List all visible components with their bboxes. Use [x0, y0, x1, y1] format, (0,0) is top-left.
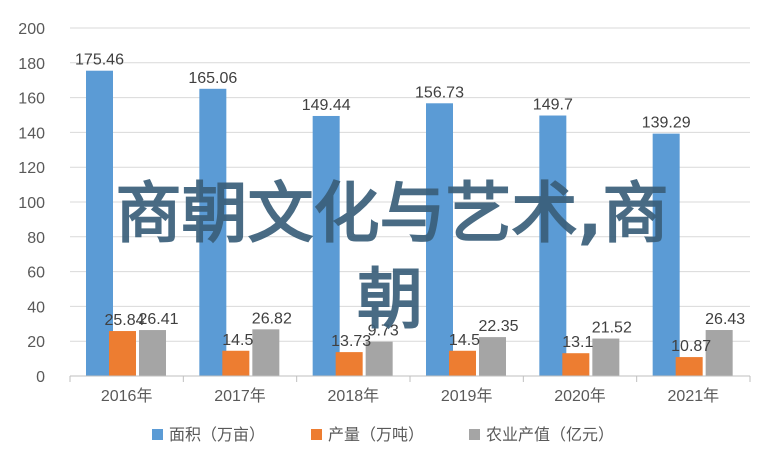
axes: 0 20 40 60 80 100 120 140 160 180 200 2016年 2017年 201…: [18, 21, 751, 405]
bar: [365, 341, 393, 376]
y-tick-label: 100: [18, 195, 45, 212]
legend-swatch: [311, 429, 322, 440]
bar: [675, 357, 703, 376]
bar: [562, 353, 590, 376]
bar: [652, 133, 680, 376]
data-label: 14.5: [222, 332, 253, 349]
y-tick-label: 20: [27, 334, 45, 351]
y-tick-label: 140: [18, 125, 45, 142]
bar: [222, 350, 250, 376]
bar: [592, 338, 620, 376]
bar: [109, 331, 136, 376]
legend-label: 农业产值（亿元）: [486, 425, 614, 444]
x-tick-label: 2021年: [668, 387, 720, 405]
bar: [426, 103, 453, 377]
data-label: 21.52: [592, 320, 632, 337]
data-label: 156.73: [415, 84, 464, 101]
x-tick-label: 2017年: [214, 387, 266, 405]
watermark-line-2: 朝: [357, 261, 423, 338]
x-tick-label: 2019年: [441, 387, 493, 405]
bar: [449, 350, 476, 376]
y-tick-label: 120: [18, 160, 45, 177]
data-label: 149.44: [302, 97, 351, 114]
x-tick-label: 2018年: [328, 387, 380, 405]
data-label: 22.35: [478, 318, 518, 335]
y-tick-label: 180: [18, 56, 45, 73]
watermark-line-1: 商朝文化与艺术,商: [115, 175, 668, 252]
data-label: 175.46: [75, 52, 124, 69]
legend-swatch: [469, 429, 480, 440]
bar: [199, 88, 227, 377]
legend-label: 面积（万亩）: [169, 425, 265, 444]
x-tick-label: 2016年: [101, 387, 153, 405]
y-tick-label: 80: [27, 230, 45, 247]
data-label: 25.84: [104, 312, 144, 329]
data-label: 26.41: [138, 311, 178, 328]
y-tick-label: 160: [18, 91, 45, 108]
x-tick-label: 2020年: [554, 387, 606, 405]
data-label: 13.73: [331, 333, 371, 350]
bars: [86, 70, 733, 377]
y-tick-label: 200: [18, 21, 45, 38]
legend-label: 产量（万吨）: [328, 425, 424, 444]
y-tick-label: 40: [27, 299, 45, 316]
gridlines: [70, 27, 750, 342]
data-label: 165.06: [188, 70, 237, 87]
bar: [252, 329, 280, 376]
data-labels: 175.46 165.06 149.44 156.73 149.7 139.29 25.84…: [75, 52, 745, 355]
bar: [335, 352, 363, 376]
bar: [86, 70, 113, 377]
bar: [139, 330, 166, 376]
bar: [539, 115, 567, 376]
data-label: 10.87: [671, 338, 711, 355]
data-label-partial: 9.73: [368, 323, 399, 340]
data-label: 26.43: [705, 311, 745, 328]
bar: [705, 330, 733, 376]
watermark-overlay: 商朝文化与艺术,商 朝: [115, 175, 668, 338]
data-label: 139.29: [642, 115, 691, 132]
y-tick-label: 0: [36, 369, 45, 386]
y-tick-label: 60: [27, 265, 45, 282]
data-label: 14.5: [449, 332, 480, 349]
data-label: 149.7: [533, 97, 573, 114]
legend: 面积（万亩） 产量（万吨） 农业产值（亿元）: [152, 425, 614, 444]
bar: [312, 115, 340, 377]
bar: [479, 337, 506, 376]
data-label: 26.82: [252, 310, 292, 327]
data-label: 13.1: [562, 334, 593, 351]
legend-swatch: [152, 429, 163, 440]
